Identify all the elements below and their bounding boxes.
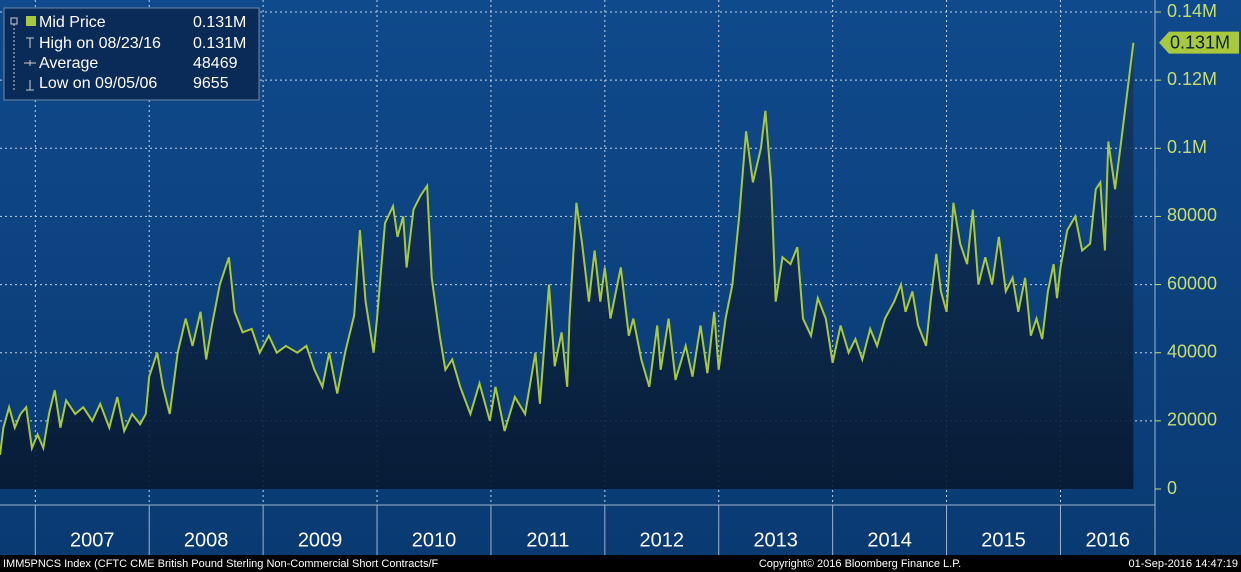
- plot: [0, 0, 1155, 505]
- source: IMM5PNCS Index (CFTC CME British Pound S…: [3, 558, 439, 570]
- y-tick-label: 0.1M: [1167, 137, 1207, 157]
- y-tick-label: 0: [1167, 478, 1177, 498]
- y-tick-label: 0.14M: [1167, 1, 1217, 21]
- y-tick-label: 80000: [1167, 205, 1217, 225]
- timestamp: 01-Sep-2016 14:47:19: [1129, 558, 1238, 570]
- copyright: Copyright© 2016 Bloomberg Finance L.P.: [759, 558, 961, 570]
- legend-label: Low on 09/05/06: [39, 75, 157, 92]
- x-tick-label: 2007: [70, 529, 115, 551]
- legend-icon: [24, 60, 36, 66]
- legend: Mid Price 0.131M High on 08/23/16 0.131M…: [3, 7, 260, 101]
- y-tick-label: 0.12M: [1167, 69, 1217, 89]
- x-tick-label: 2008: [184, 529, 229, 551]
- legend-value: 48469: [193, 55, 238, 72]
- x-tick-label: 2011: [526, 529, 569, 551]
- x-tick-label: 2015: [981, 529, 1026, 551]
- x-tick-label: 2014: [867, 529, 912, 551]
- legend-box: [3, 7, 260, 101]
- x-tick-label: 2013: [753, 529, 798, 551]
- legend-icon: [26, 80, 34, 91]
- legend-value: 0.131M: [193, 35, 246, 52]
- y-tick-label: 60000: [1167, 273, 1217, 293]
- legend-swatch: [26, 16, 36, 26]
- legend-value: 9655: [193, 75, 229, 92]
- legend-label: Mid Price: [39, 14, 106, 31]
- legend-label: High on 08/23/16: [39, 35, 161, 52]
- price-tag-label: 0.131M: [1170, 32, 1230, 52]
- y-tick-label: 20000: [1167, 410, 1217, 430]
- x-tick-label: 2010: [412, 529, 457, 551]
- price-tag: [1159, 31, 1239, 54]
- line: [0, 42, 1135, 456]
- legend-value: 0.131M: [193, 14, 246, 31]
- y-tick-label: 40000: [1167, 341, 1217, 361]
- footer: [0, 555, 1241, 572]
- x-tick-label: 2009: [298, 529, 343, 551]
- x-tick-label: 2016: [1085, 529, 1130, 551]
- area: [0, 42, 1134, 489]
- legend-icon: [26, 37, 34, 48]
- x-tick-label: 2012: [640, 529, 685, 551]
- legend-label: Average: [39, 55, 98, 72]
